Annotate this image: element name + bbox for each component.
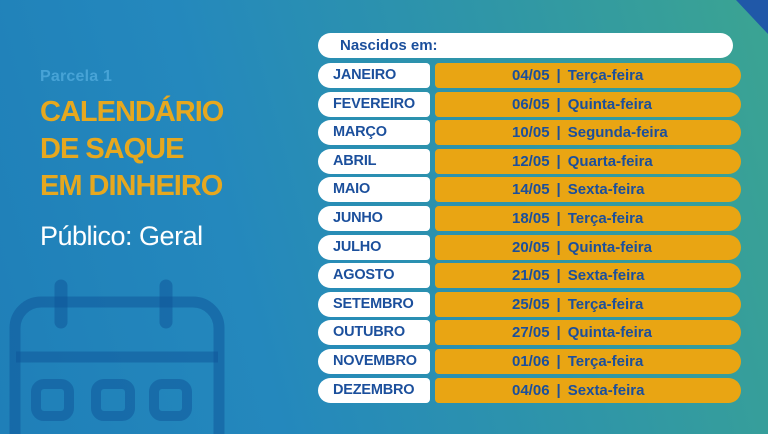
table-row: AGOSTO 21/05 | Sexta-feira (318, 263, 742, 289)
date-separator: | (556, 324, 561, 342)
date-separator: | (556, 181, 561, 199)
month-cell: ABRIL (318, 148, 430, 174)
corner-triangle-accent (736, 0, 768, 34)
date-separator: | (556, 267, 561, 285)
date-separator: | (556, 238, 561, 256)
date-separator: | (556, 95, 561, 113)
withdrawal-calendar-table: Nascidos em: JANEIRO 04/05 | Terça-feira F… (318, 33, 742, 403)
weekday-value: Quinta-feira (567, 95, 652, 113)
date-value: 20/05 (512, 238, 550, 256)
month-cell: JANEIRO (318, 63, 430, 88)
weekday-value: Terça-feira (567, 209, 644, 227)
table-row: NOVEMBRO 01/06 | Terça-feira (318, 348, 742, 374)
date-separator: | (556, 152, 561, 170)
table-row: OUTUBRO 27/05 | Quinta-feira (318, 320, 742, 346)
weekday-value: Quinta-feira (567, 324, 652, 342)
month-cell: MAIO (318, 177, 430, 203)
page-title-line-2: DE SAQUE (40, 133, 184, 165)
table-rows: JANEIRO 04/05 | Terça-feira FEVEREIRO 06/0… (318, 63, 742, 403)
weekday-value: Sexta-feira (567, 267, 645, 285)
date-value: 18/05 (512, 209, 550, 227)
month-cell: OUTUBRO (318, 320, 430, 346)
table-row: ABRIL 12/05 | Quarta-feira (318, 148, 742, 174)
month-cell: JULHO (318, 234, 430, 260)
month-cell: NOVEMBRO (318, 348, 430, 374)
table-row: JULHO 20/05 | Quinta-feira (318, 234, 742, 260)
table-row: MAIO 14/05 | Sexta-feira (318, 177, 742, 203)
date-cell: 14/05 | Sexta-feira (435, 177, 741, 203)
date-cell: 21/05 | Sexta-feira (435, 263, 741, 289)
table-row: JUNHO 18/05 | Terça-feira (318, 205, 742, 231)
date-separator: | (556, 209, 561, 227)
weekday-value: Segunda-feira (567, 124, 668, 142)
date-cell: 04/06 | Sexta-feira (435, 377, 741, 403)
left-panel: Parcela 1 CALENDÁRIO DE SAQUE EM DINHEIR… (40, 68, 310, 252)
date-separator: | (556, 352, 561, 370)
month-cell: MARÇO (318, 120, 430, 146)
table-row: SETEMBRO 25/05 | Terça-feira (318, 291, 742, 317)
date-cell: 25/05 | Terça-feira (435, 291, 741, 317)
weekday-value: Terça-feira (567, 67, 644, 84)
date-value: 12/05 (512, 152, 550, 170)
month-cell: JUNHO (318, 205, 430, 231)
table-row: DEZEMBRO 04/06 | Sexta-feira (318, 377, 742, 403)
kicker-parcela: Parcela 1 (40, 68, 113, 85)
date-cell: 04/05 | Terça-feira (435, 63, 741, 88)
date-cell: 06/05 | Quinta-feira (435, 91, 741, 117)
date-value: 10/05 (512, 124, 550, 142)
date-cell: 27/05 | Quinta-feira (435, 320, 741, 346)
weekday-value: Quarta-feira (567, 152, 653, 170)
date-separator: | (556, 124, 561, 142)
month-cell: SETEMBRO (318, 291, 430, 317)
date-value: 25/05 (512, 295, 550, 313)
weekday-value: Quinta-feira (567, 238, 652, 256)
date-value: 06/05 (512, 95, 550, 113)
date-separator: | (556, 295, 561, 313)
table-row: MARÇO 10/05 | Segunda-feira (318, 120, 742, 146)
page-title: CALENDÁRIO DE SAQUE EM DINHEIRO (40, 94, 310, 205)
weekday-value: Terça-feira (567, 295, 644, 313)
month-cell: DEZEMBRO (318, 377, 430, 403)
date-value: 04/06 (512, 381, 550, 399)
page-title-line-1: CALENDÁRIO (40, 96, 224, 128)
date-value: 27/05 (512, 324, 550, 342)
date-cell: 10/05 | Segunda-feira (435, 120, 741, 146)
table-row: JANEIRO 04/05 | Terça-feira (318, 63, 742, 88)
date-cell: 20/05 | Quinta-feira (435, 234, 741, 260)
month-cell: AGOSTO (318, 263, 430, 289)
table-header: Nascidos em: (318, 33, 733, 58)
audience-subtitle: Público: Geral (40, 221, 203, 251)
date-separator: | (556, 67, 561, 84)
date-cell: 18/05 | Terça-feira (435, 205, 741, 231)
weekday-value: Sexta-feira (567, 181, 645, 199)
date-cell: 12/05 | Quarta-feira (435, 148, 741, 174)
date-separator: | (556, 381, 561, 399)
month-cell: FEVEREIRO (318, 91, 430, 117)
date-value: 21/05 (512, 267, 550, 285)
weekday-value: Terça-feira (567, 352, 644, 370)
calendar-icon (9, 279, 225, 434)
date-cell: 01/06 | Terça-feira (435, 348, 741, 374)
page-title-line-3: EM DINHEIRO (40, 170, 223, 202)
weekday-value: Sexta-feira (567, 381, 645, 399)
table-row: FEVEREIRO 06/05 | Quinta-feira (318, 91, 742, 117)
date-value: 14/05 (512, 181, 550, 199)
date-value: 04/05 (512, 67, 550, 84)
date-value: 01/06 (512, 352, 550, 370)
